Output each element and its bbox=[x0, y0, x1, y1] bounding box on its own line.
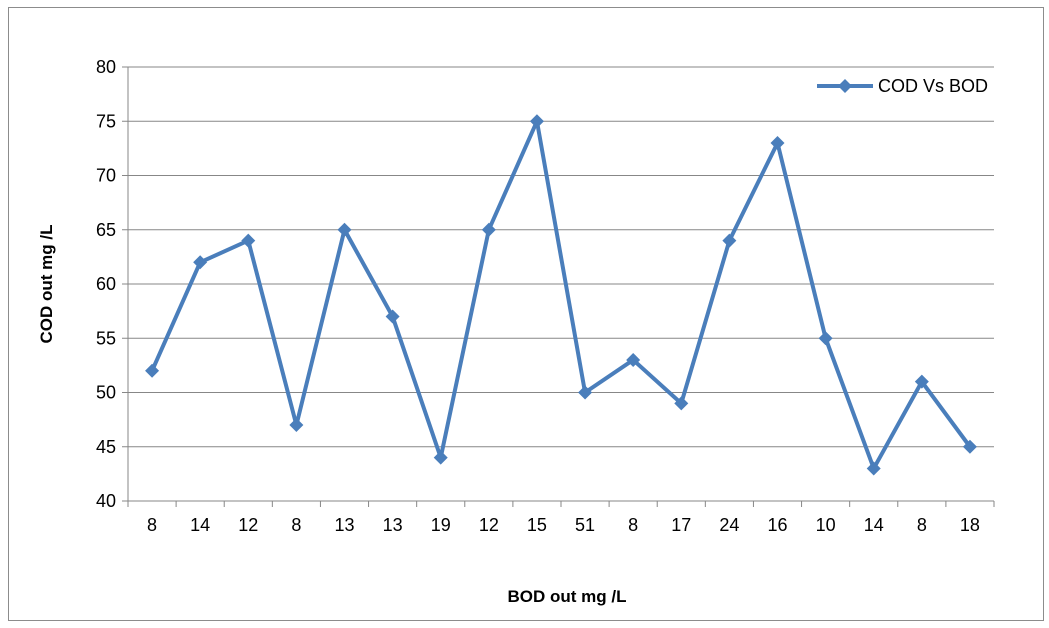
x-tick-label: 16 bbox=[767, 515, 787, 535]
y-tick-label: 55 bbox=[96, 328, 116, 348]
data-point bbox=[481, 222, 496, 237]
x-axis-title: BOD out mg /L bbox=[508, 587, 627, 606]
legend: COD Vs BOD bbox=[817, 76, 988, 96]
data-point bbox=[722, 233, 737, 248]
y-tick-label: 75 bbox=[96, 111, 116, 131]
x-tick-label: 24 bbox=[719, 515, 739, 535]
x-tick-label: 13 bbox=[383, 515, 403, 535]
x-tick-label: 8 bbox=[628, 515, 638, 535]
data-point bbox=[193, 255, 208, 270]
data-point bbox=[433, 450, 448, 465]
x-tick-label: 13 bbox=[334, 515, 354, 535]
y-tick-label: 50 bbox=[96, 383, 116, 403]
y-axis-title: COD out mg /L bbox=[37, 225, 56, 344]
data-point bbox=[529, 114, 544, 129]
series-cod-vs-bod bbox=[145, 114, 977, 476]
data-point bbox=[289, 418, 304, 433]
data-point bbox=[626, 352, 641, 367]
x-tick-label: 14 bbox=[190, 515, 210, 535]
y-tick-label: 60 bbox=[96, 274, 116, 294]
axes bbox=[122, 66, 995, 507]
legend-label: COD Vs BOD bbox=[878, 76, 988, 96]
data-point bbox=[674, 396, 689, 411]
y-tick-label: 65 bbox=[96, 220, 116, 240]
data-point bbox=[385, 309, 400, 324]
x-tick-label: 12 bbox=[238, 515, 258, 535]
x-tick-label: 15 bbox=[527, 515, 547, 535]
data-point bbox=[145, 363, 160, 378]
data-point bbox=[818, 331, 833, 346]
x-tick-label: 8 bbox=[291, 515, 301, 535]
x-tick-label: 8 bbox=[147, 515, 157, 535]
x-tick-label: 12 bbox=[479, 515, 499, 535]
x-tick-label: 19 bbox=[431, 515, 451, 535]
data-point bbox=[241, 233, 256, 248]
y-tick-label: 45 bbox=[96, 437, 116, 457]
x-tick-label: 8 bbox=[917, 515, 927, 535]
x-tick-labels: 8 14 12 8 13 13 19 12 15 51 8 17 24 16 10 14 8 18 bbox=[147, 515, 980, 535]
x-tick-label: 17 bbox=[671, 515, 691, 535]
data-point bbox=[866, 461, 881, 476]
chart-frame bbox=[8, 7, 1044, 621]
y-tick-label: 80 bbox=[96, 57, 116, 77]
x-tick-label: 18 bbox=[960, 515, 980, 535]
series-line bbox=[150, 119, 972, 471]
x-tick-label: 51 bbox=[575, 515, 595, 535]
x-tick-label: 10 bbox=[816, 515, 836, 535]
data-point bbox=[962, 439, 977, 454]
data-point bbox=[337, 222, 352, 237]
data-point bbox=[914, 374, 929, 389]
data-point bbox=[770, 135, 785, 150]
legend-marker bbox=[838, 79, 852, 93]
x-tick-label: 14 bbox=[864, 515, 884, 535]
y-tick-labels: 40 45 50 55 60 65 70 75 80 bbox=[96, 57, 116, 511]
data-point bbox=[578, 385, 593, 400]
y-tick-label: 40 bbox=[96, 491, 116, 511]
y-tick-label: 70 bbox=[96, 166, 116, 186]
